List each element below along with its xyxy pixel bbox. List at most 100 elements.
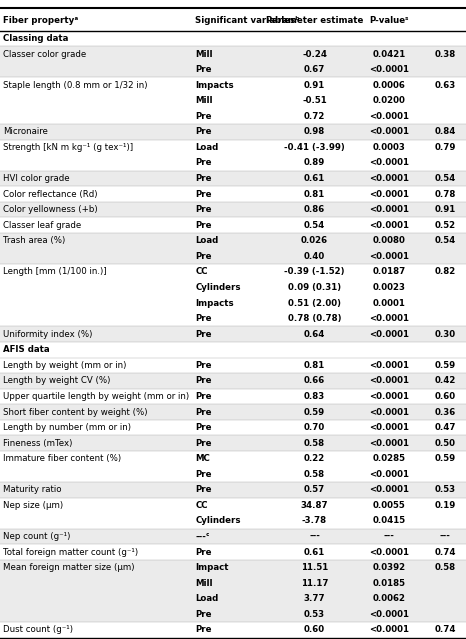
Text: Load: Load <box>195 594 219 603</box>
Text: 0.61: 0.61 <box>304 174 325 183</box>
Text: 3.77: 3.77 <box>304 594 325 603</box>
Text: 0.91: 0.91 <box>304 81 325 89</box>
Text: 0.09 (0.31): 0.09 (0.31) <box>288 283 341 292</box>
Bar <box>0 482 466 498</box>
Text: Classing data: Classing data <box>3 34 68 43</box>
Text: 0.0003: 0.0003 <box>373 143 405 152</box>
Text: 0.86: 0.86 <box>304 205 325 214</box>
Text: Pre: Pre <box>195 626 212 635</box>
Text: Impacts: Impacts <box>195 298 234 307</box>
Text: 0.83: 0.83 <box>304 392 325 401</box>
Bar <box>0 93 466 109</box>
Text: <0.0001: <0.0001 <box>369 252 409 261</box>
Text: 11.51: 11.51 <box>301 563 328 572</box>
Text: 0.78: 0.78 <box>434 190 456 199</box>
Text: 0.22: 0.22 <box>304 454 325 463</box>
Text: 0.0421: 0.0421 <box>372 49 406 59</box>
Bar <box>0 466 466 482</box>
Bar <box>0 311 466 327</box>
Text: 0.57: 0.57 <box>304 486 325 495</box>
Text: Pre: Pre <box>195 408 212 417</box>
Text: Mill: Mill <box>195 96 213 105</box>
Text: Load: Load <box>195 236 219 245</box>
Text: Pre: Pre <box>195 392 212 401</box>
Bar <box>0 528 466 544</box>
Bar <box>0 124 466 140</box>
Bar <box>0 435 466 451</box>
Bar <box>0 622 466 638</box>
Text: Impact: Impact <box>195 563 229 572</box>
Text: Mean foreign matter size (µm): Mean foreign matter size (µm) <box>3 563 134 572</box>
Text: <0.0001: <0.0001 <box>369 470 409 479</box>
Text: 0.47: 0.47 <box>434 423 456 432</box>
Text: -3.78: -3.78 <box>302 516 327 525</box>
Bar <box>0 373 466 389</box>
Text: 0.0080: 0.0080 <box>373 236 405 245</box>
Bar <box>0 295 466 311</box>
Text: -0.24: -0.24 <box>302 49 327 59</box>
Text: ---: --- <box>439 532 451 541</box>
Bar <box>0 171 466 187</box>
Text: <0.0001: <0.0001 <box>369 330 409 339</box>
Text: 0.74: 0.74 <box>434 626 456 635</box>
Text: Pre: Pre <box>195 470 212 479</box>
Text: 0.36: 0.36 <box>434 408 456 417</box>
Bar <box>0 109 466 124</box>
Text: <0.0001: <0.0001 <box>369 408 409 417</box>
Text: <0.0001: <0.0001 <box>369 65 409 74</box>
Text: Classer color grade: Classer color grade <box>3 49 86 59</box>
Text: 0.30: 0.30 <box>434 330 456 339</box>
Text: 0.74: 0.74 <box>434 548 456 557</box>
Text: <0.0001: <0.0001 <box>369 438 409 448</box>
Text: <0.0001: <0.0001 <box>369 205 409 214</box>
Text: 0.026: 0.026 <box>301 236 328 245</box>
Text: Trash area (%): Trash area (%) <box>3 236 65 245</box>
Text: Impacts: Impacts <box>195 81 234 89</box>
Text: Pre: Pre <box>195 158 212 167</box>
Bar <box>0 280 466 295</box>
Text: Pre: Pre <box>195 361 212 370</box>
Text: Length [mm (1/100 in.)]: Length [mm (1/100 in.)] <box>3 268 106 277</box>
Text: -0.39 (-1.52): -0.39 (-1.52) <box>284 268 345 277</box>
Text: 0.0023: 0.0023 <box>373 283 405 292</box>
Text: 0.54: 0.54 <box>434 174 456 183</box>
Text: Pre: Pre <box>195 190 212 199</box>
Text: 0.60: 0.60 <box>434 392 456 401</box>
Text: Pre: Pre <box>195 252 212 261</box>
Text: Cylinders: Cylinders <box>195 516 241 525</box>
Text: 0.58: 0.58 <box>434 563 456 572</box>
Bar <box>0 202 466 217</box>
Bar <box>0 187 466 202</box>
Bar <box>0 77 466 93</box>
Text: 0.63: 0.63 <box>434 81 456 89</box>
Text: <0.0001: <0.0001 <box>369 174 409 183</box>
Text: 0.66: 0.66 <box>304 376 325 385</box>
Text: 0.61: 0.61 <box>304 548 325 557</box>
Text: 0.59: 0.59 <box>434 361 456 370</box>
Text: 0.59: 0.59 <box>434 454 456 463</box>
Text: Pre: Pre <box>195 376 212 385</box>
Bar <box>0 233 466 249</box>
Text: Pre: Pre <box>195 548 212 557</box>
Text: 34.87: 34.87 <box>301 501 329 510</box>
Bar <box>0 498 466 513</box>
Text: 0.54: 0.54 <box>434 236 456 245</box>
Text: 0.91: 0.91 <box>434 205 456 214</box>
Text: 0.53: 0.53 <box>304 610 325 619</box>
Text: Mill: Mill <box>195 49 213 59</box>
Text: Parameter estimate: Parameter estimate <box>266 16 363 25</box>
Text: Nep count (g⁻¹): Nep count (g⁻¹) <box>3 532 70 541</box>
Bar <box>0 46 466 62</box>
Text: <0.0001: <0.0001 <box>369 626 409 635</box>
Text: 0.58: 0.58 <box>304 438 325 448</box>
Text: 0.0001: 0.0001 <box>373 298 405 307</box>
Text: 0.64: 0.64 <box>304 330 325 339</box>
Bar <box>0 342 466 358</box>
Text: 0.0415: 0.0415 <box>372 516 406 525</box>
Text: Load: Load <box>195 143 219 152</box>
Text: <0.0001: <0.0001 <box>369 486 409 495</box>
Bar <box>0 249 466 264</box>
Bar <box>0 217 466 233</box>
Text: Pre: Pre <box>195 205 212 214</box>
Text: -0.51: -0.51 <box>302 96 327 105</box>
